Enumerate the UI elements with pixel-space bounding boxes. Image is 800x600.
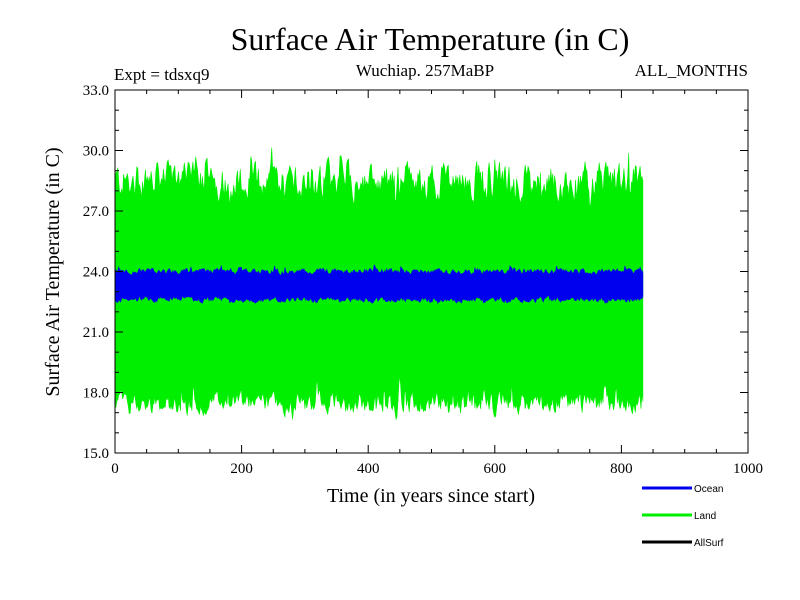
series-layer <box>114 147 644 420</box>
y-tick-label: 18.0 <box>83 386 109 402</box>
x-tick-label: 600 <box>484 461 507 477</box>
y-tick-label: 21.0 <box>83 325 109 341</box>
series-ocean-band <box>114 263 644 305</box>
x-tick-label: 800 <box>610 461 633 477</box>
experiment-label: Expt = tdsxq9 <box>114 65 210 84</box>
y-tick-label: 33.0 <box>83 83 109 99</box>
y-tick-label: 27.0 <box>83 204 109 220</box>
x-tick-label: 200 <box>230 461 253 477</box>
y-axis-label: Surface Air Temperature (in C) <box>42 147 64 396</box>
x-axis-label: Time (in years since start) <box>327 485 535 507</box>
x-tick-label: 0 <box>111 461 119 477</box>
y-tick-label: 30.0 <box>83 144 109 160</box>
legend-label-ocean: Ocean <box>694 484 723 495</box>
x-tick-label: 400 <box>357 461 380 477</box>
y-tick-label: 24.0 <box>83 265 109 281</box>
legend: Ocean Land AllSurf <box>642 484 724 549</box>
legend-label-allsurf: AllSurf <box>694 538 724 549</box>
ticks-layer: 0 200 400 600 800 1000 15.0 18.0 21.0 24.0 27.0 30.… <box>83 83 763 477</box>
y-tick-label: 15.0 <box>83 446 109 462</box>
period-label: Wuchiap. 257MaBP <box>356 61 494 80</box>
chart-title: Surface Air Temperature (in C) <box>231 21 630 57</box>
months-label: ALL_MONTHS <box>635 61 748 80</box>
legend-label-land: Land <box>694 511 716 522</box>
x-tick-label: 1000 <box>733 461 763 477</box>
